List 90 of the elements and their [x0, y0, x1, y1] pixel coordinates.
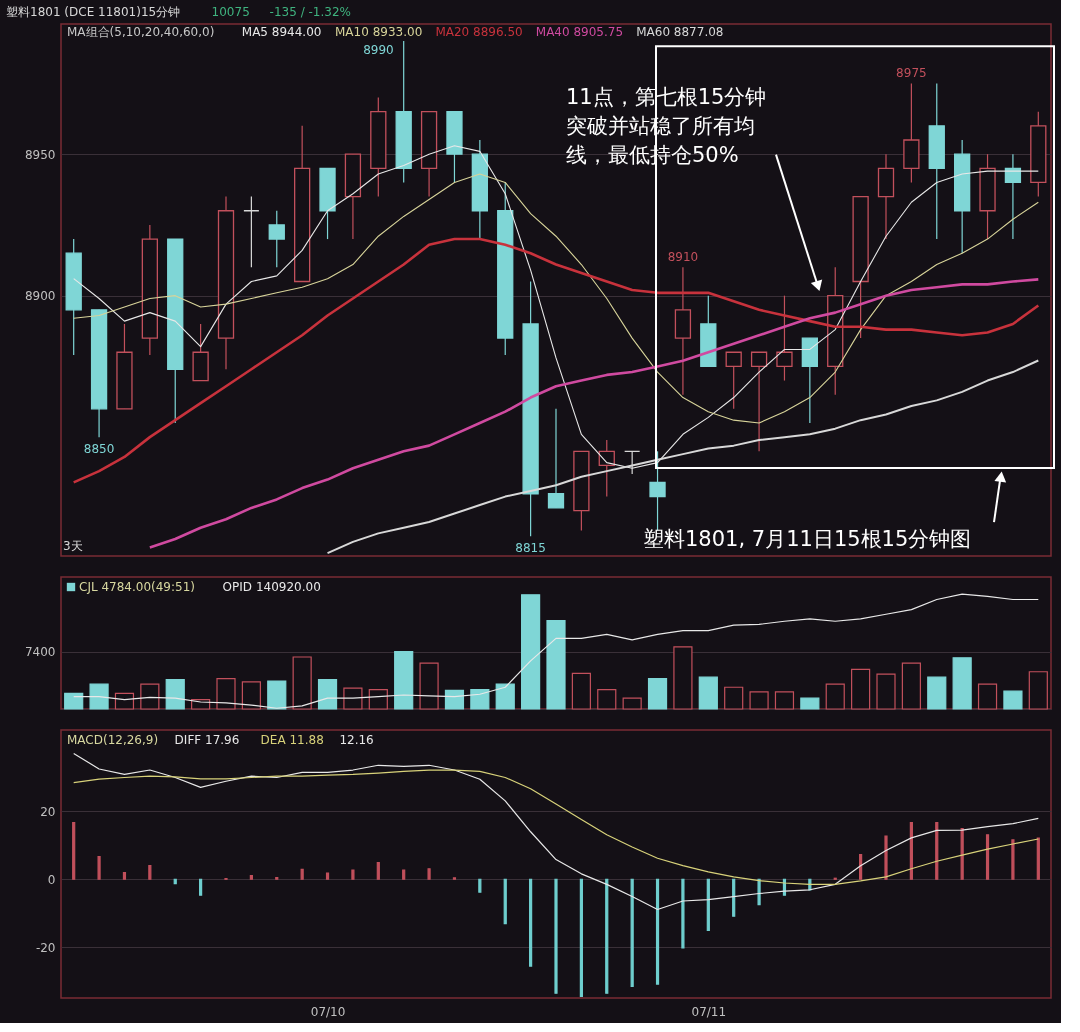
bar	[199, 878, 203, 896]
candlestick	[243, 196, 260, 268]
bar	[402, 869, 406, 880]
annotation: 塑料1801, 7月11日15根15分钟图	[643, 526, 972, 551]
bar	[351, 869, 355, 880]
text: 8990	[363, 42, 394, 57]
chart-title: 塑料1801 (DCE 11801)15分钟	[6, 5, 181, 19]
annotation: 12.16	[339, 733, 374, 747]
text: 8975	[896, 66, 927, 81]
text: MA60 8877.08	[636, 25, 724, 39]
bar	[427, 868, 431, 880]
bar	[529, 878, 533, 967]
text: MA10 8933.00	[335, 25, 423, 39]
y-tick-label: 0	[47, 872, 56, 887]
bar	[478, 878, 482, 893]
y-tick-label: -20	[35, 940, 56, 955]
candlestick	[725, 351, 742, 410]
bar	[1036, 837, 1040, 880]
bar	[927, 676, 947, 710]
text: DIFF 17.96	[174, 733, 240, 747]
bar	[1003, 690, 1023, 710]
text: MA40 8905.75	[535, 25, 624, 39]
annotation: 3天	[63, 539, 83, 554]
bar	[757, 878, 761, 906]
bar	[444, 689, 465, 710]
bar	[503, 878, 507, 925]
y-tick-label: 7400	[24, 645, 56, 660]
text: OPID 140920.00	[222, 580, 321, 594]
bar	[681, 878, 685, 949]
bar	[89, 683, 109, 710]
bar	[122, 871, 127, 880]
legend-label: CJL 4784.00(49:51)	[79, 580, 195, 594]
text: 8815	[515, 541, 546, 556]
bar	[267, 680, 287, 710]
line-series	[73, 145, 1039, 469]
x-tick-label: 07/11	[691, 1004, 727, 1019]
text: -135 / -1.32%	[269, 5, 351, 19]
line-series	[73, 173, 1039, 424]
bar	[376, 862, 380, 880]
text: MA20 8896.50	[435, 25, 523, 39]
bar	[952, 657, 972, 710]
bar	[300, 868, 304, 880]
candlestick	[268, 210, 285, 268]
bar	[655, 878, 660, 985]
bar	[394, 650, 414, 710]
bar	[495, 683, 515, 710]
bar	[554, 878, 558, 994]
line-series	[73, 769, 1039, 885]
line-series	[73, 752, 1039, 911]
line-series	[72, 237, 1040, 484]
bar	[800, 697, 820, 710]
bar	[647, 678, 668, 710]
bar	[165, 678, 185, 710]
bar	[706, 878, 710, 932]
candlestick	[750, 351, 768, 452]
bar	[72, 822, 76, 880]
candlestick	[547, 408, 565, 509]
bar	[249, 874, 253, 880]
bar	[470, 688, 490, 710]
text: MA5 8944.00	[241, 25, 322, 39]
legend-title: MA组合(5,10,20,40,60,0)	[67, 25, 215, 39]
bar	[64, 692, 84, 710]
bar	[317, 678, 338, 710]
bar	[698, 676, 718, 710]
bar	[148, 865, 152, 880]
text: 10075	[211, 5, 250, 19]
y-tick-label: 8950	[24, 147, 56, 162]
line-series	[326, 359, 1040, 555]
chart-title: MACD(12,26,9)	[67, 733, 159, 747]
text: 8850	[83, 442, 115, 457]
y-tick-label: 20	[40, 804, 56, 819]
candlestick	[776, 295, 793, 382]
text: DEA 11.88	[260, 733, 324, 747]
bar	[579, 878, 583, 997]
bar	[546, 619, 566, 710]
text: 8910	[667, 250, 699, 265]
bar	[732, 878, 736, 917]
bar	[1011, 839, 1015, 880]
bar	[909, 822, 913, 880]
bar	[521, 594, 541, 710]
x-tick-label: 07/10	[310, 1004, 346, 1019]
bar	[630, 878, 634, 988]
candlestick	[624, 450, 641, 475]
bar	[985, 834, 990, 880]
bar	[325, 872, 330, 880]
bar	[884, 835, 888, 880]
bar	[605, 878, 609, 994]
bar	[97, 855, 101, 880]
y-tick-label: 8900	[24, 289, 56, 304]
bar	[935, 822, 939, 880]
